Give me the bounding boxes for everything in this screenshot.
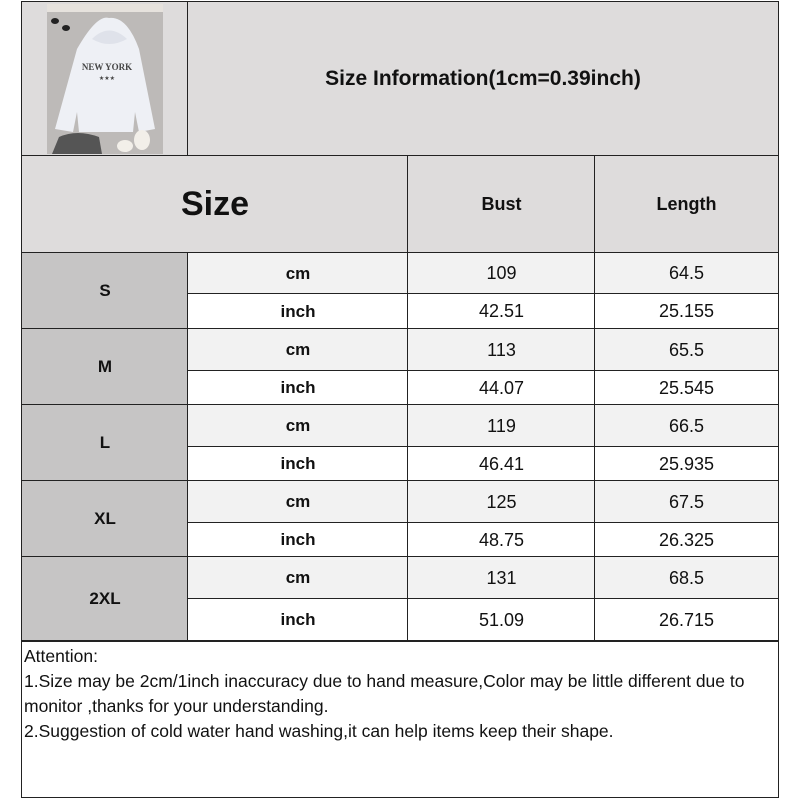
svg-text:★★★: ★★★ bbox=[99, 75, 115, 82]
size-label: XL bbox=[21, 480, 189, 558]
unit-label: cm bbox=[187, 404, 409, 448]
size-column-header: Size bbox=[21, 155, 409, 253]
length-value: 26.325 bbox=[594, 522, 779, 558]
length-value: 64.5 bbox=[594, 252, 779, 295]
bust-value: 51.09 bbox=[407, 598, 596, 642]
bust-value: 113 bbox=[407, 328, 596, 372]
notes-heading: Attention: bbox=[24, 646, 98, 666]
product-image-cell: NEW YORK ★★★ bbox=[21, 1, 189, 157]
bust-value: 44.07 bbox=[407, 370, 596, 406]
unit-label: cm bbox=[187, 252, 409, 295]
unit-label: cm bbox=[187, 328, 409, 372]
bust-value: 131 bbox=[407, 556, 596, 600]
length-value: 26.715 bbox=[594, 598, 779, 642]
unit-label: inch bbox=[187, 598, 409, 642]
unit-label: inch bbox=[187, 370, 409, 406]
bust-value: 109 bbox=[407, 252, 596, 295]
length-value: 25.545 bbox=[594, 370, 779, 406]
length-column-header: Length bbox=[594, 155, 779, 253]
length-value: 65.5 bbox=[594, 328, 779, 372]
note-line-2: 2.Suggestion of cold water hand washing,… bbox=[24, 721, 614, 741]
bust-value: 119 bbox=[407, 404, 596, 448]
bust-value: 125 bbox=[407, 480, 596, 524]
length-value: 25.935 bbox=[594, 446, 779, 482]
hoodie-product-image: NEW YORK ★★★ bbox=[47, 4, 163, 154]
note-line-1: 1.Size may be 2cm/1inch inaccuracy due t… bbox=[24, 671, 750, 716]
unit-label: inch bbox=[187, 522, 409, 558]
length-value: 66.5 bbox=[594, 404, 779, 448]
bust-column-header: Bust bbox=[407, 155, 596, 253]
length-value: 25.155 bbox=[594, 293, 779, 330]
unit-label: cm bbox=[187, 556, 409, 600]
unit-label: cm bbox=[187, 480, 409, 524]
unit-label: inch bbox=[187, 446, 409, 482]
page-title: Size Information(1cm=0.39inch) bbox=[187, 1, 779, 157]
attention-notes: Attention: 1.Size may be 2cm/1inch inacc… bbox=[21, 640, 779, 798]
size-label: L bbox=[21, 404, 189, 482]
length-value: 68.5 bbox=[594, 556, 779, 600]
size-label: M bbox=[21, 328, 189, 406]
size-label: 2XL bbox=[21, 556, 189, 642]
bust-value: 42.51 bbox=[407, 293, 596, 330]
size-label: S bbox=[21, 252, 189, 330]
unit-label: inch bbox=[187, 293, 409, 330]
length-value: 67.5 bbox=[594, 480, 779, 524]
bust-value: 48.75 bbox=[407, 522, 596, 558]
svg-text:NEW YORK: NEW YORK bbox=[82, 62, 132, 72]
bust-value: 46.41 bbox=[407, 446, 596, 482]
